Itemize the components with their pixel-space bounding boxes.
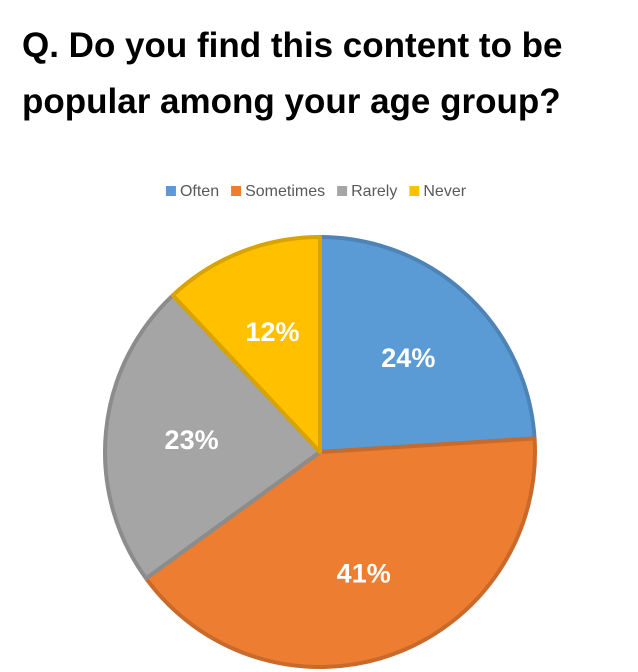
data-label: 12% [245, 317, 299, 347]
legend-label: Sometimes [245, 183, 325, 200]
pie-slice [144, 436, 537, 669]
pie-slice [170, 235, 322, 454]
legend-swatch [409, 186, 420, 196]
legend-swatch [165, 186, 176, 196]
legend-label: Never [423, 183, 466, 200]
pie-slice [318, 235, 537, 454]
data-label: 41% [337, 558, 391, 588]
legend-label: Often [180, 183, 219, 200]
data-label: 23% [165, 425, 219, 455]
data-label: 24% [381, 343, 435, 373]
legend-label: Rarely [351, 183, 397, 200]
legend-swatch [231, 186, 242, 196]
chart-title: Q. Do you find this content to be popula… [22, 26, 563, 121]
pie-slice [103, 293, 322, 581]
legend-swatch [337, 186, 348, 196]
